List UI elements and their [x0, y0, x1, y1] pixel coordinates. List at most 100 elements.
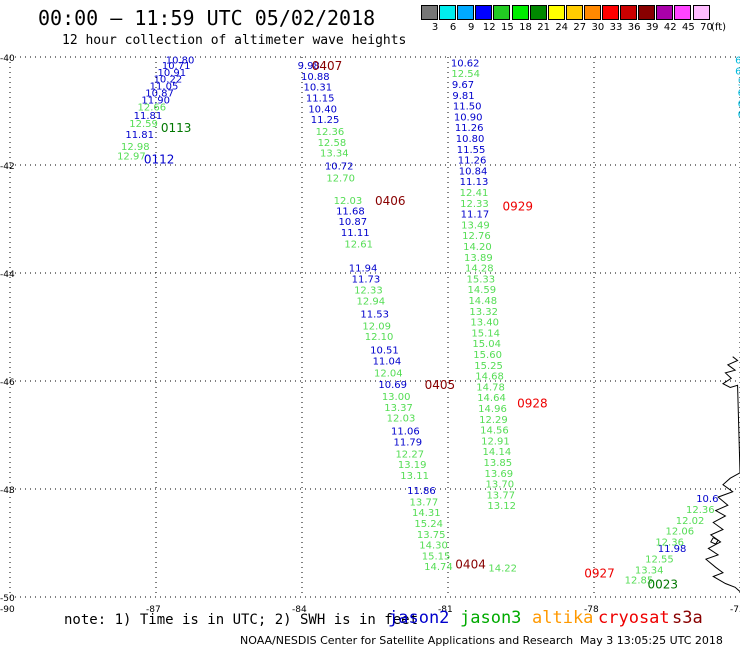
pass-label: 0929 [503, 200, 534, 214]
wave-height-value: 13.12 [487, 501, 516, 512]
page-subtitle: 12 hour collection of altimeter wave hei… [62, 33, 407, 48]
wave-height-value: 12.55 [645, 555, 674, 566]
pass-label: 0928 [517, 397, 548, 411]
wave-height-value: 11.53 [360, 310, 389, 321]
wave-height-value: 12.09 [362, 321, 391, 332]
footer-note: note: 1) Time is in UTC; 2) SWH is in fe… [64, 612, 419, 628]
wave-height-value: 14.28 [465, 264, 494, 275]
wave-height-value: 13.11 [400, 471, 429, 482]
coastline [704, 356, 740, 592]
wave-height-value: 12.27 [395, 449, 424, 460]
wave-height-value: 15.15 [422, 551, 451, 562]
wave-height-value: 12.41 [460, 188, 489, 199]
pass-label: 0404 [455, 558, 486, 572]
wave-height-value: 10.87 [339, 217, 368, 228]
lat-tick-label: -50 [0, 594, 15, 604]
lon-tick-label: -90 [0, 605, 15, 615]
pass-label: 0112 [144, 153, 175, 167]
lat-tick-label: -48 [0, 486, 15, 496]
wave-height-value: 15.24 [414, 519, 443, 530]
lat-tick-label: -40 [0, 54, 15, 64]
wave-height-value: 9.98 [298, 61, 320, 72]
scale-swatch [547, 5, 565, 20]
wave-height-value: 15.14 [471, 328, 500, 339]
lon-tick-label: -87 [146, 605, 161, 615]
wave-height-value: 15.60 [473, 350, 502, 361]
legend-item-altika: altika [532, 608, 594, 628]
scale-label: 42 [663, 22, 677, 33]
wave-height-value: 13.70 [485, 480, 514, 491]
wave-height-value: 11.86 [407, 486, 436, 497]
scale-label: 45 [682, 22, 695, 33]
pass-label: 0406 [375, 194, 406, 208]
legend-item-cryosat: cryosat [598, 608, 670, 628]
lat-tick-label: -44 [0, 270, 15, 280]
wave-height-value: 13.40 [470, 318, 499, 329]
lon-tick-label: -81 [438, 605, 453, 615]
wave-height-value: 14.96 [478, 404, 507, 415]
wave-height-value: 13.77 [486, 490, 515, 501]
wave-height-value: 11.17 [461, 210, 490, 221]
wave-height-value: 14.68 [475, 372, 504, 383]
wave-height-value: 13.89 [464, 253, 493, 264]
wave-height-value: 6.59 [735, 67, 740, 78]
wave-height-value: 6.4 [738, 110, 740, 121]
wave-height-value: 12.04 [374, 368, 403, 379]
wave-height-value: 10.71 [162, 61, 191, 72]
wave-height-value: 14.20 [463, 242, 492, 253]
scale-label: 39 [645, 22, 659, 33]
wave-height-value: 10.6 [696, 494, 718, 505]
wave-height-value: 12.85 [625, 576, 654, 587]
wave-height-value: 6.61 [735, 56, 740, 67]
wave-height-value: 12.06 [666, 527, 695, 538]
wave-height-value: 9.67 [452, 80, 474, 91]
wave-height-value: 10.87 [145, 89, 174, 100]
wave-height-value: 11.04 [373, 356, 402, 367]
wave-height-value: 11.05 [150, 82, 179, 93]
wave-height-value: 12.91 [481, 436, 510, 447]
wave-height-value: 12.03 [387, 414, 416, 425]
wave-height-value: 14.30 [419, 541, 448, 552]
wave-height-value: 10.31 [303, 83, 332, 94]
wave-height-value: 11.90 [141, 96, 170, 107]
wave-height-value: 13.19 [398, 460, 427, 471]
scale-label: 6 [449, 22, 457, 33]
wave-height-value: 10.72 [325, 162, 354, 173]
wave-height-value: 11.81 [125, 130, 154, 141]
scale-swatch [638, 5, 656, 20]
wave-height-value: 12.97 [117, 151, 146, 162]
wave-height-value: 11.26 [458, 156, 487, 167]
wave-height-value: 10.84 [459, 166, 488, 177]
wave-height-value: 14.48 [468, 296, 497, 307]
scale-unit: (ft) [711, 22, 727, 33]
scale-swatch [565, 5, 583, 20]
scale-swatch [511, 5, 529, 20]
wave-height-value: 12.02 [676, 516, 705, 527]
wave-height-value: 6.4 [738, 99, 740, 110]
scale-swatch [493, 5, 511, 20]
wave-height-value: 13.37 [384, 403, 413, 414]
wave-height-value: 12.58 [318, 138, 347, 149]
wave-height-value: 11.11 [341, 228, 370, 239]
wave-height-value: 10.62 [451, 58, 480, 69]
wave-height-value: 12.10 [365, 332, 394, 343]
wave-height-value: 10.22 [154, 75, 183, 86]
wave-height-value: 11.15 [306, 94, 335, 105]
wave-height-value: 13.77 [410, 497, 439, 508]
scale-swatch [457, 5, 475, 20]
wave-height-value: 12.03 [334, 196, 363, 207]
wave-height-value: 12.70 [326, 173, 355, 184]
wave-height-value: 14.22 [488, 563, 517, 574]
pass-label: 0927 [584, 567, 615, 581]
wave-height-value: 6.4 [738, 88, 740, 99]
scale-swatch [475, 5, 493, 20]
scale-swatch [656, 5, 674, 20]
legend-item-s3a: s3a [672, 608, 703, 628]
wave-height-value: 13.34 [635, 565, 664, 576]
wave-height-value: 12.36 [655, 537, 684, 548]
scale-swatch [674, 5, 692, 20]
pass-label: 0405 [425, 378, 456, 392]
scale-swatch [529, 5, 547, 20]
wave-height-value: 11.81 [134, 111, 163, 122]
scale-swatch [602, 5, 619, 20]
